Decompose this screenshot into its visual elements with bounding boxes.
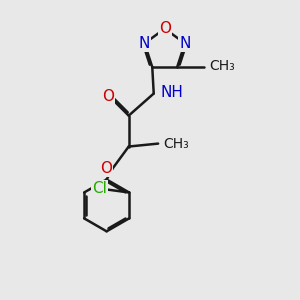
Text: N: N [139,36,150,51]
Text: Cl: Cl [92,181,107,196]
Text: N: N [179,36,190,51]
Text: CH₃: CH₃ [209,58,235,73]
Text: O: O [102,89,114,104]
Text: O: O [100,161,112,176]
Text: NH: NH [160,85,183,100]
Text: O: O [159,21,171,36]
Text: CH₃: CH₃ [164,136,189,151]
